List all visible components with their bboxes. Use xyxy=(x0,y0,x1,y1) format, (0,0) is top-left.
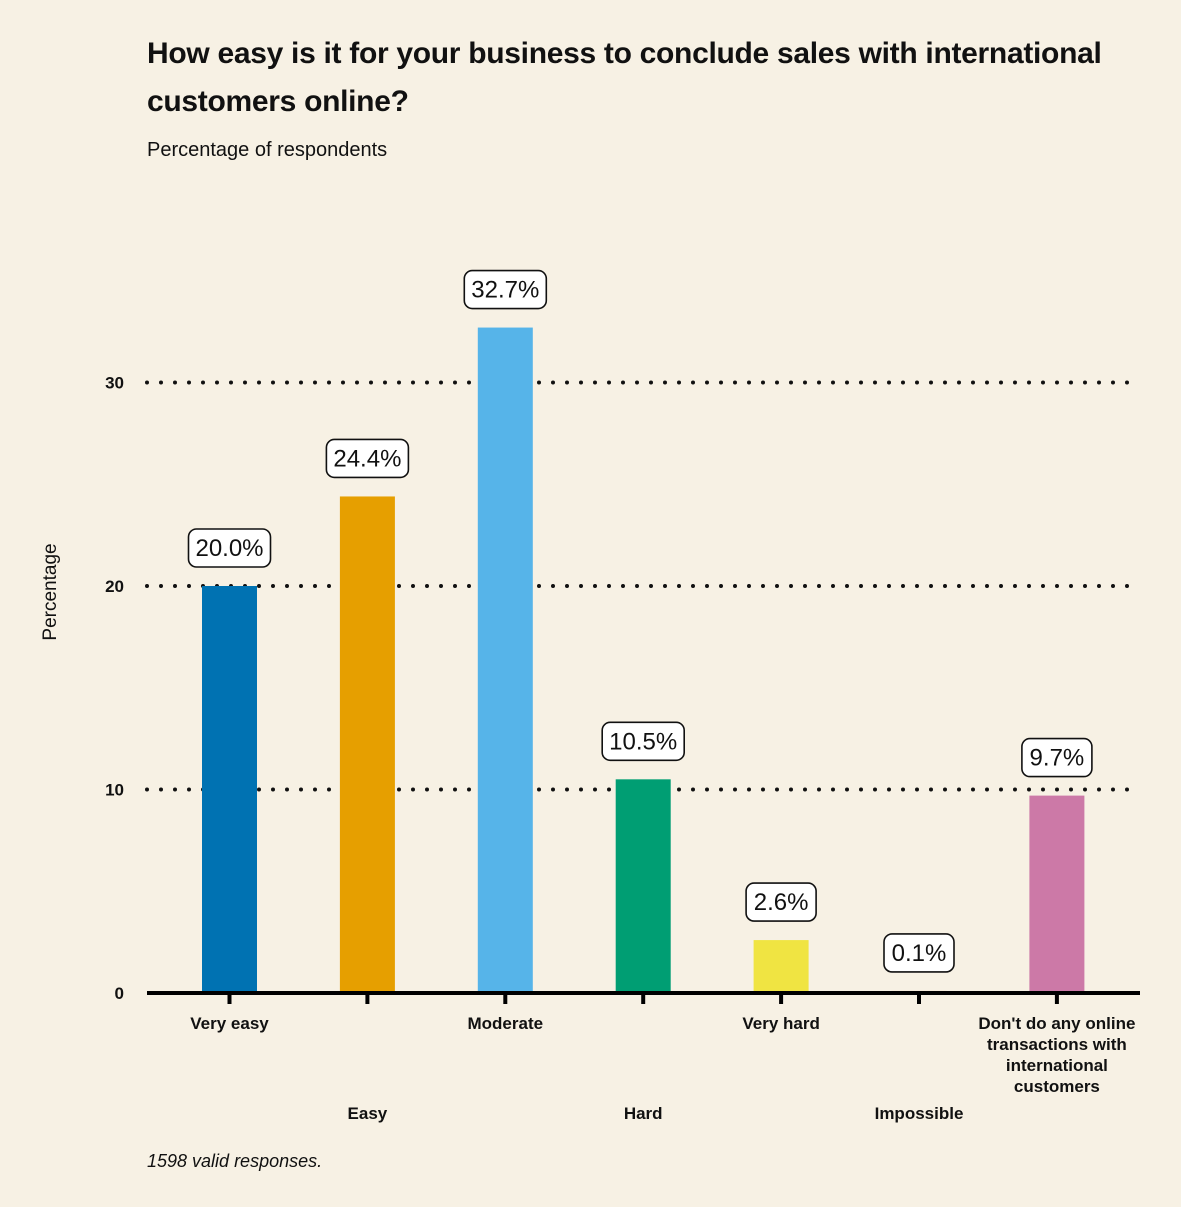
x-tick-label: Hard xyxy=(624,1104,663,1123)
data-label: 24.4% xyxy=(325,438,410,479)
data-label: 0.1% xyxy=(883,933,955,973)
svg-text:2.6%: 2.6% xyxy=(754,889,809,916)
data-label: 20.0% xyxy=(187,528,272,568)
svg-text:0.1%: 0.1% xyxy=(892,940,947,967)
bar xyxy=(202,586,257,993)
data-labels: 20.0% 24.4% 32.7% 10.5% 2.6% 0.1% 9.7% xyxy=(187,269,1093,973)
y-tick-label: 10 xyxy=(105,781,124,800)
bar xyxy=(1029,795,1085,993)
data-label: 10.5% xyxy=(601,721,686,762)
data-label: 32.7% xyxy=(463,269,548,310)
svg-text:20.0%: 20.0% xyxy=(195,535,263,562)
svg-text:24.4%: 24.4% xyxy=(333,445,401,472)
data-label: 9.7% xyxy=(1021,737,1093,778)
y-axis-label: Percentage xyxy=(40,543,61,640)
x-tick-label: Easy xyxy=(348,1104,388,1123)
y-axis-ticks: 0 10 20 30 xyxy=(105,374,124,1004)
x-tick-label: Moderate xyxy=(468,1014,544,1033)
chart-footnote: 1598 valid responses. xyxy=(147,1151,323,1171)
svg-text:32.7%: 32.7% xyxy=(471,277,539,304)
x-tick-label: Very easy xyxy=(190,1014,269,1033)
bars xyxy=(202,327,1085,993)
x-axis-ticks: Very easy Easy Moderate Hard Very hard Imposs… xyxy=(190,993,1135,1123)
svg-text:10.5%: 10.5% xyxy=(609,728,677,755)
x-tick-label: Very hard xyxy=(742,1014,820,1033)
bar xyxy=(753,940,809,993)
bar xyxy=(339,496,395,993)
chart-title: How easy is it for your business to conc… xyxy=(147,37,1102,118)
data-label: 2.6% xyxy=(745,882,817,922)
bar xyxy=(615,779,671,993)
bar xyxy=(477,327,533,993)
x-tick-label: Don't do any online transactions with inte… xyxy=(978,1014,1135,1096)
x-tick-label: Impossible xyxy=(875,1104,964,1123)
gridlines xyxy=(145,380,1142,792)
svg-text:9.7%: 9.7% xyxy=(1030,745,1085,772)
y-tick-label: 20 xyxy=(105,577,124,596)
y-tick-label: 30 xyxy=(105,374,124,393)
chart-subtitle: Percentage of respondents xyxy=(147,139,388,161)
y-tick-label: 0 xyxy=(115,984,124,1003)
